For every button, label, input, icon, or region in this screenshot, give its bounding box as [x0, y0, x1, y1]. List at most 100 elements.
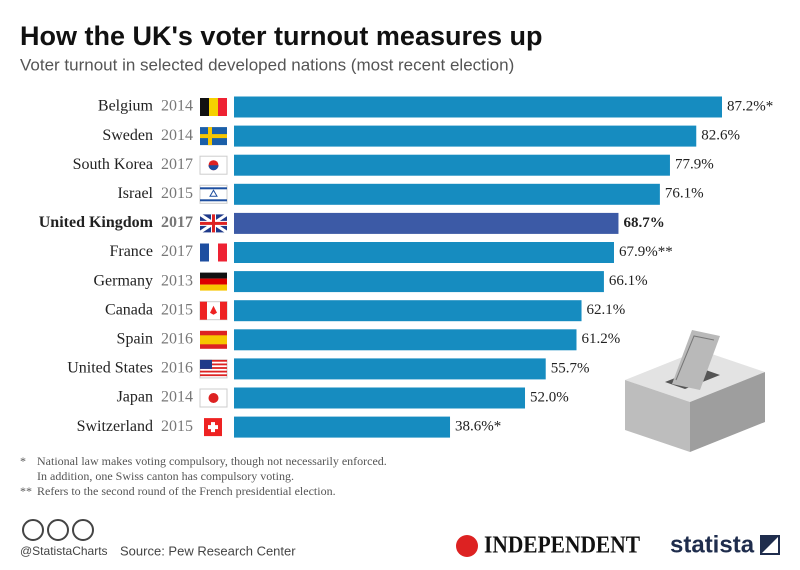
f [200, 363, 227, 366]
f [200, 367, 227, 369]
value-label: 87.2%* [727, 98, 773, 114]
flag [200, 243, 227, 262]
independent-logo: INDEPENDENT [456, 533, 640, 559]
note-text: National law makes voting compulsory, th… [37, 454, 387, 468]
flag [199, 301, 228, 321]
year-label: 2014 [161, 127, 193, 144]
value-label: 66.1% [609, 273, 648, 289]
value-label: 76.1% [665, 186, 704, 202]
year-label: 2016 [161, 330, 193, 347]
category-label: United Kingdom [39, 214, 154, 231]
category-label: Spain [117, 330, 153, 347]
category-label: United States [67, 360, 153, 377]
flag [199, 388, 228, 408]
bar [234, 242, 614, 263]
f [199, 184, 228, 204]
bar [234, 300, 582, 322]
f [218, 243, 227, 262]
category-label: Switzerland [77, 418, 153, 435]
year-label: 2014 [161, 389, 193, 406]
chart-subtitle: Voter turnout in selected developed nati… [20, 55, 514, 74]
f [200, 98, 209, 116]
flag [200, 330, 227, 349]
f [200, 134, 227, 139]
category-label: Germany [93, 272, 153, 289]
flag [199, 213, 228, 234]
year-label: 2016 [161, 360, 193, 377]
bar [234, 329, 577, 351]
bar [234, 212, 619, 234]
bar [234, 125, 697, 147]
value-label: 61.2% [581, 331, 620, 347]
bar [234, 183, 660, 205]
flag [199, 184, 228, 204]
f [208, 425, 218, 430]
flag [200, 272, 227, 291]
cc-icons [22, 519, 94, 541]
year-label: 2013 [161, 272, 193, 289]
source: Source: Pew Research Center [120, 543, 296, 558]
value-label: 68.7% [623, 215, 664, 231]
category-label: Japan [117, 389, 153, 406]
f [200, 272, 227, 279]
flag [200, 98, 227, 116]
handle: @StatistaCharts [20, 544, 108, 558]
chart-title: How the UK's voter turnout measures up [20, 21, 543, 51]
year-label: 2014 [161, 98, 193, 115]
category-label: South Korea [73, 156, 153, 173]
note-text: In addition, one Swiss canton has compul… [37, 469, 294, 483]
f [220, 301, 227, 320]
f [200, 278, 227, 285]
f [209, 98, 218, 116]
value-label: 52.0% [530, 389, 569, 405]
f [200, 284, 227, 291]
category-label: Canada [105, 301, 153, 318]
category-label: Sweden [102, 127, 153, 144]
f [210, 305, 217, 315]
bar [234, 358, 546, 380]
note-mark: ** [20, 484, 32, 498]
year-label: 2015 [161, 301, 193, 318]
flag [199, 155, 228, 175]
f [200, 243, 209, 262]
f [200, 359, 227, 362]
publisher: INDEPENDENT [484, 533, 640, 559]
year-label: 2015 [161, 185, 193, 202]
f [209, 243, 218, 262]
note-text: Refers to the second round of the French… [37, 484, 336, 498]
brand: statista [670, 531, 755, 558]
f [208, 393, 219, 403]
value-label: 77.9% [675, 157, 714, 173]
bar [234, 154, 670, 176]
year-label: 2015 [161, 418, 193, 435]
value-label: 62.1% [587, 302, 626, 318]
flag [200, 127, 227, 146]
f [200, 221, 227, 225]
f [200, 187, 227, 190]
f [200, 374, 227, 377]
f [200, 301, 207, 320]
brand-icon [760, 535, 780, 555]
value-label: 38.6%* [455, 419, 501, 435]
year-label: 2017 [161, 243, 193, 260]
category-label: Israel [117, 185, 153, 202]
bar [234, 416, 451, 438]
bar [234, 387, 526, 409]
note-mark: * [20, 454, 26, 468]
category-label: France [109, 243, 153, 260]
f [209, 189, 218, 197]
value-label: 67.9%** [619, 244, 673, 260]
category-label: Belgium [98, 98, 154, 115]
f [200, 359, 212, 369]
f [208, 165, 219, 171]
f [200, 370, 227, 373]
year-label: 2017 [161, 214, 193, 231]
bar [234, 271, 604, 293]
f [200, 335, 227, 345]
f [218, 98, 227, 116]
ballot-box [625, 330, 765, 452]
flag [199, 359, 228, 379]
year-label: 2017 [161, 156, 193, 173]
value-label: 82.6% [701, 128, 740, 144]
